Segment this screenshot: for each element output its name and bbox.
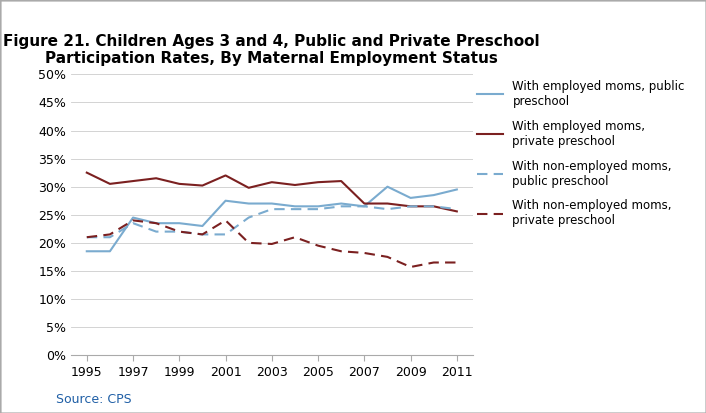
With non-employed moms,
public preschool: [383, 206, 392, 211]
With employed moms,
private preschool: [429, 204, 438, 209]
With non-employed moms,
public preschool: [83, 235, 91, 240]
With employed moms,
private preschool: [314, 180, 323, 185]
With non-employed moms,
private preschool: [128, 218, 137, 223]
Text: Source: CPS: Source: CPS: [56, 393, 132, 406]
With non-employed moms,
private preschool: [314, 243, 323, 248]
With employed moms, public
preschool: [314, 204, 323, 209]
With non-employed moms,
private preschool: [83, 235, 91, 240]
With non-employed moms,
public preschool: [175, 229, 184, 234]
With non-employed moms,
public preschool: [314, 206, 323, 211]
With employed moms, public
preschool: [83, 249, 91, 254]
With non-employed moms,
public preschool: [106, 235, 114, 240]
With employed moms,
private preschool: [291, 183, 299, 188]
With non-employed moms,
private preschool: [221, 218, 229, 223]
With employed moms,
private preschool: [383, 201, 392, 206]
With non-employed moms,
private preschool: [360, 250, 369, 255]
With non-employed moms,
public preschool: [453, 206, 461, 211]
Legend: With employed moms, public
preschool, With employed moms,
private preschool, Wit: With employed moms, public preschool, Wi…: [477, 80, 685, 228]
With non-employed moms,
public preschool: [268, 206, 276, 211]
Line: With non-employed moms,
public preschool: With non-employed moms, public preschool: [87, 206, 457, 237]
With employed moms, public
preschool: [268, 201, 276, 206]
With non-employed moms,
private preschool: [291, 235, 299, 240]
With employed moms,
private preschool: [407, 204, 415, 209]
With employed moms, public
preschool: [152, 221, 160, 225]
Line: With non-employed moms,
private preschool: With non-employed moms, private preschoo…: [87, 221, 457, 267]
With employed moms,
private preschool: [244, 185, 253, 190]
With employed moms, public
preschool: [106, 249, 114, 254]
With employed moms, public
preschool: [175, 221, 184, 225]
With employed moms, public
preschool: [291, 204, 299, 209]
With non-employed moms,
private preschool: [337, 249, 345, 254]
With employed moms, public
preschool: [407, 195, 415, 200]
With non-employed moms,
private preschool: [198, 232, 207, 237]
With non-employed moms,
private preschool: [383, 254, 392, 259]
With employed moms, public
preschool: [198, 223, 207, 228]
With employed moms,
private preschool: [221, 173, 229, 178]
With employed moms, public
preschool: [453, 187, 461, 192]
With non-employed moms,
public preschool: [198, 232, 207, 237]
With non-employed moms,
public preschool: [429, 204, 438, 209]
With employed moms,
private preschool: [152, 176, 160, 181]
With employed moms, public
preschool: [337, 201, 345, 206]
With employed moms,
private preschool: [198, 183, 207, 188]
With employed moms,
private preschool: [337, 178, 345, 183]
With employed moms, public
preschool: [360, 204, 369, 209]
With employed moms, public
preschool: [221, 198, 229, 203]
With employed moms, public
preschool: [244, 201, 253, 206]
With employed moms,
private preschool: [83, 170, 91, 175]
With non-employed moms,
private preschool: [106, 232, 114, 237]
With non-employed moms,
public preschool: [152, 229, 160, 234]
With employed moms,
private preschool: [453, 209, 461, 214]
With employed moms,
private preschool: [268, 180, 276, 185]
With non-employed moms,
private preschool: [407, 264, 415, 269]
With non-employed moms,
private preschool: [152, 221, 160, 225]
With non-employed moms,
private preschool: [268, 242, 276, 247]
With non-employed moms,
private preschool: [429, 260, 438, 265]
With non-employed moms,
private preschool: [244, 240, 253, 245]
With non-employed moms,
public preschool: [407, 204, 415, 209]
With non-employed moms,
public preschool: [291, 206, 299, 211]
With employed moms, public
preschool: [429, 192, 438, 197]
With employed moms,
private preschool: [128, 178, 137, 183]
With employed moms, public
preschool: [383, 184, 392, 189]
With non-employed moms,
public preschool: [244, 215, 253, 220]
With employed moms,
private preschool: [360, 201, 369, 206]
With non-employed moms,
public preschool: [360, 204, 369, 209]
Line: With employed moms,
private preschool: With employed moms, private preschool: [87, 173, 457, 211]
With non-employed moms,
public preschool: [221, 232, 229, 237]
Title: Figure 21. Children Ages 3 and 4, Public and Private Preschool
Participation Rat: Figure 21. Children Ages 3 and 4, Public…: [4, 34, 540, 66]
With non-employed moms,
private preschool: [175, 229, 184, 234]
With employed moms,
private preschool: [175, 181, 184, 186]
With employed moms, public
preschool: [128, 215, 137, 220]
With non-employed moms,
public preschool: [337, 204, 345, 209]
With employed moms,
private preschool: [106, 181, 114, 186]
With non-employed moms,
public preschool: [128, 221, 137, 225]
Line: With employed moms, public
preschool: With employed moms, public preschool: [87, 187, 457, 251]
With non-employed moms,
private preschool: [453, 260, 461, 265]
